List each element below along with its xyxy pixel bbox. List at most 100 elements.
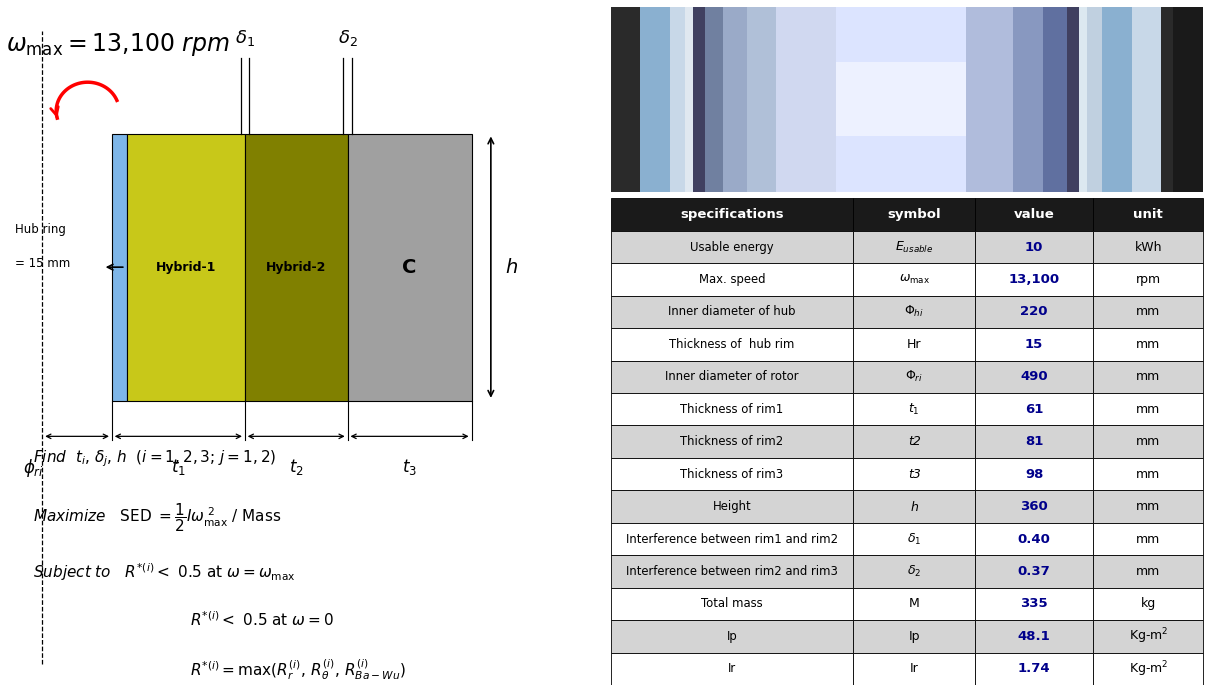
- Bar: [1093, 588, 1203, 620]
- Bar: [1093, 620, 1203, 653]
- Bar: [1078, 7, 1087, 192]
- Text: mm: mm: [1136, 306, 1161, 319]
- Bar: [1093, 425, 1203, 458]
- Bar: [974, 490, 1093, 523]
- Bar: [974, 393, 1093, 425]
- Text: $t_1$: $t_1$: [908, 401, 920, 416]
- Bar: [854, 588, 974, 620]
- Bar: [611, 231, 854, 263]
- Bar: [966, 7, 1013, 192]
- Text: $\Phi_{hi}$: $\Phi_{hi}$: [904, 304, 924, 319]
- Bar: [611, 588, 854, 620]
- Bar: [974, 588, 1093, 620]
- Text: kWh: kWh: [1134, 240, 1162, 253]
- Text: 490: 490: [1020, 371, 1048, 384]
- Bar: [974, 620, 1093, 653]
- Bar: [611, 653, 854, 685]
- Text: Ip: Ip: [908, 630, 920, 643]
- Bar: [854, 263, 974, 296]
- Text: 61: 61: [1025, 403, 1043, 416]
- Text: = 15 mm: = 15 mm: [15, 258, 70, 270]
- Text: Thickness of  hub rim: Thickness of hub rim: [670, 338, 794, 351]
- Bar: [1093, 328, 1203, 360]
- Text: Max. speed: Max. speed: [699, 273, 765, 286]
- Bar: [705, 7, 723, 192]
- Text: 1.74: 1.74: [1018, 662, 1051, 675]
- Text: specifications: specifications: [681, 208, 783, 221]
- Text: $h$: $h$: [909, 499, 919, 514]
- Text: mm: mm: [1136, 532, 1161, 545]
- Text: $\delta_1$: $\delta_1$: [907, 532, 921, 547]
- Bar: [1132, 7, 1162, 192]
- Text: $E_{usable}$: $E_{usable}$: [895, 240, 933, 255]
- Text: $R^{*(i)} = \mathrm{max}(R_r^{(i)},\, R_\theta^{(i)},\, R_{Ba-Wu}^{(i)})$: $R^{*(i)} = \mathrm{max}(R_r^{(i)},\, R_…: [191, 658, 406, 682]
- Bar: [974, 199, 1093, 231]
- Text: $\phi_{ri}$: $\phi_{ri}$: [23, 457, 44, 479]
- Text: $h$: $h$: [505, 258, 517, 277]
- Bar: [854, 393, 974, 425]
- Text: Interference between rim2 and rim3: Interference between rim2 and rim3: [626, 565, 838, 578]
- Bar: [854, 490, 974, 523]
- Bar: [694, 7, 705, 192]
- Text: M: M: [909, 597, 920, 610]
- Bar: [611, 490, 854, 523]
- Bar: [723, 7, 747, 192]
- Bar: [854, 620, 974, 653]
- Text: 0.40: 0.40: [1018, 532, 1051, 545]
- Bar: [854, 296, 974, 328]
- Bar: [611, 425, 854, 458]
- Text: $\delta_2$: $\delta_2$: [337, 28, 358, 48]
- Text: Thickness of rim3: Thickness of rim3: [681, 468, 783, 481]
- Text: $t_3$: $t_3$: [403, 457, 417, 477]
- Text: $\omega_{\rm max}$: $\omega_{\rm max}$: [898, 273, 930, 286]
- Text: mm: mm: [1136, 371, 1161, 384]
- Bar: [348, 134, 472, 401]
- Text: Ir: Ir: [910, 662, 919, 675]
- Text: Inner diameter of rotor: Inner diameter of rotor: [665, 371, 799, 384]
- Text: Usable energy: Usable energy: [690, 240, 774, 253]
- Bar: [854, 199, 974, 231]
- Bar: [1093, 199, 1203, 231]
- Bar: [1093, 458, 1203, 490]
- Bar: [974, 653, 1093, 685]
- Bar: [1093, 490, 1203, 523]
- Text: Interference between rim1 and rim2: Interference between rim1 and rim2: [626, 532, 838, 545]
- Text: mm: mm: [1136, 468, 1161, 481]
- Bar: [641, 7, 670, 192]
- Text: $t_2$: $t_2$: [289, 457, 303, 477]
- Text: Thickness of rim1: Thickness of rim1: [681, 403, 783, 416]
- Text: 81: 81: [1025, 435, 1043, 448]
- Text: mm: mm: [1136, 338, 1161, 351]
- Text: unit: unit: [1133, 208, 1163, 221]
- Text: 98: 98: [1025, 468, 1043, 481]
- Bar: [127, 134, 244, 401]
- Bar: [1043, 7, 1066, 192]
- Text: $\mathit{Find}$  $t_i$, $\delta_j$, $h$  ($i=1,2,3$; $j=1,2$): $\mathit{Find}$ $t_i$, $\delta_j$, $h$ (…: [34, 449, 277, 469]
- Text: $\delta_2$: $\delta_2$: [907, 564, 921, 579]
- Bar: [974, 263, 1093, 296]
- Text: Ir: Ir: [728, 662, 736, 675]
- Bar: [611, 7, 641, 192]
- Bar: [611, 458, 854, 490]
- Text: 335: 335: [1020, 597, 1048, 610]
- Text: value: value: [1013, 208, 1054, 221]
- Bar: [611, 620, 854, 653]
- Text: Kg-m$^2$: Kg-m$^2$: [1128, 659, 1168, 679]
- Bar: [1093, 556, 1203, 588]
- Bar: [974, 425, 1093, 458]
- Bar: [1093, 523, 1203, 556]
- Bar: [611, 263, 854, 296]
- Text: Inner diameter of hub: Inner diameter of hub: [669, 306, 796, 319]
- Text: Ip: Ip: [727, 630, 737, 643]
- Bar: [1066, 7, 1078, 192]
- Bar: [835, 62, 966, 136]
- Bar: [611, 328, 854, 360]
- Bar: [974, 523, 1093, 556]
- Text: Hybrid-1: Hybrid-1: [156, 261, 216, 273]
- Bar: [1173, 7, 1203, 192]
- Bar: [854, 523, 974, 556]
- Bar: [974, 296, 1093, 328]
- Bar: [1093, 263, 1203, 296]
- Text: Kg-m$^2$: Kg-m$^2$: [1128, 627, 1168, 646]
- Bar: [1093, 393, 1203, 425]
